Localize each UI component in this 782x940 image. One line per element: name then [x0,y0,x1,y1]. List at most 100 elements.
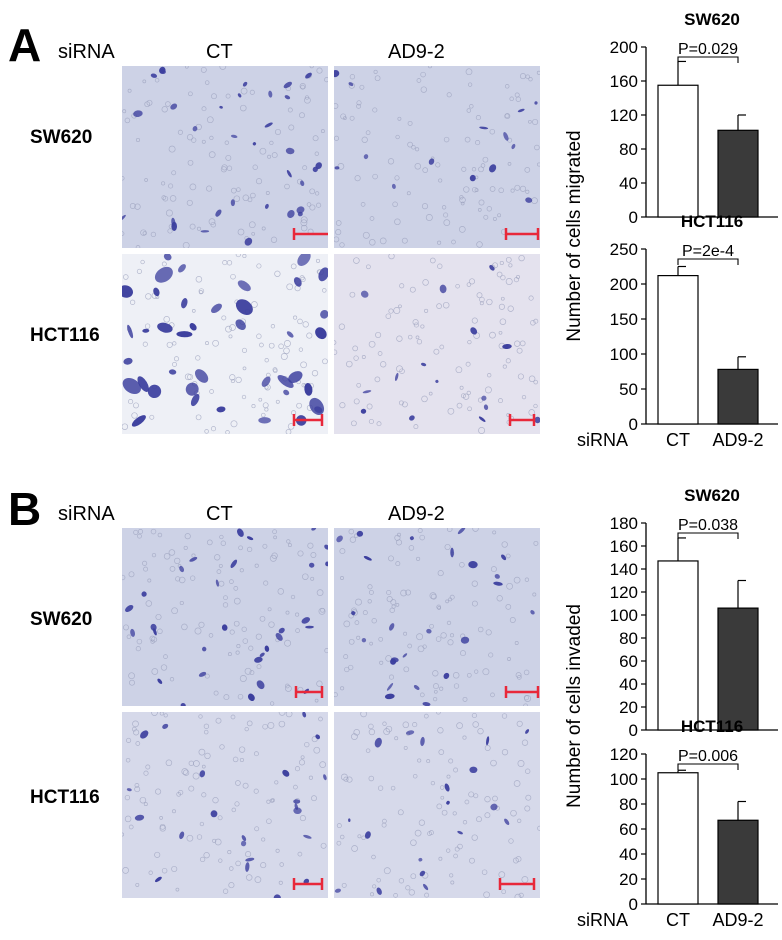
membrane-pore [297,851,303,857]
membrane-pore [427,66,433,69]
bar-ct [657,560,699,731]
membrane-pore [405,885,411,891]
panel-a-row-hct116: HCT116 [30,325,100,346]
stained-cell [470,327,478,335]
stained-cell [402,653,408,658]
stained-cell [180,702,186,706]
membrane-pore [161,195,167,200]
stained-cell [311,528,317,531]
stained-cell [194,369,209,383]
membrane-pore [483,214,489,220]
membrane-pore [304,741,310,748]
membrane-pore [306,332,313,339]
membrane-pore [171,865,178,873]
membrane-pore [199,856,206,863]
membrane-pore [528,119,532,124]
stained-cell [486,736,490,746]
membrane-pore [122,109,127,114]
significance-bracket [677,763,739,770]
membrane-pore [253,751,259,757]
membrane-pore [195,414,202,421]
membrane-pore [432,696,438,702]
stained-cell [189,557,198,562]
membrane-pore [143,566,149,572]
stained-cell [142,328,150,333]
membrane-pore [484,796,491,803]
membrane-pore [183,545,188,550]
membrane-pore [405,589,412,596]
membrane-pore [126,634,132,640]
micrograph-b-hct116-ct [122,712,328,898]
membrane-pore [403,666,410,673]
panel-b-row-hct116: HCT116 [30,787,100,808]
membrane-pore [437,727,444,734]
membrane-pore [355,598,362,606]
membrane-pore [214,838,222,846]
membrane-pore [346,776,353,783]
membrane-pore [198,748,206,756]
membrane-pore [206,116,214,124]
membrane-pore [302,165,308,171]
membrane-pore [316,589,324,596]
membrane-pore [147,578,152,583]
y-tick-label: 40 [619,845,638,864]
membrane-pore [465,68,473,76]
stained-cell [309,562,315,568]
membrane-pore [414,163,422,170]
membrane-pore [479,301,484,306]
membrane-pore [373,69,378,74]
membrane-pore [310,576,315,581]
membrane-pore [505,278,513,285]
membrane-pore [161,106,168,113]
stained-cell [162,723,169,729]
micrograph-background [122,712,328,898]
membrane-pore [354,175,361,182]
membrane-pore [171,170,177,176]
membrane-pore [465,361,471,367]
membrane-pore [452,672,460,679]
membrane-pore [136,268,142,274]
membrane-pore [496,595,503,602]
scale-bar [498,878,536,890]
membrane-pore [521,876,529,884]
membrane-pore [240,104,247,112]
membrane-pore [336,840,342,846]
y-tick-label: 20 [619,870,638,889]
stained-cell [360,408,367,414]
x-tick-label: AD9-2 [712,430,763,450]
membrane-pore [263,580,269,586]
membrane-pore [429,623,434,629]
membrane-pore [415,147,420,152]
membrane-pore [195,355,201,361]
membrane-pore [133,729,140,736]
membrane-pore [477,626,484,633]
membrane-pore [216,569,222,574]
membrane-pore [196,834,203,840]
membrane-pore [251,231,256,236]
membrane-pore [353,355,359,361]
stained-cell [237,280,251,292]
membrane-pore [285,685,292,692]
stained-cell [254,656,263,663]
membrane-pore [340,576,344,580]
membrane-pore [299,275,305,281]
stained-cell [246,536,254,541]
membrane-pore [293,784,298,790]
membrane-pore [453,853,458,859]
membrane-pore [274,780,279,785]
membrane-pore [309,188,316,195]
membrane-pore [165,209,173,217]
membrane-pore [439,785,445,790]
membrane-pore [471,834,478,841]
membrane-pore [175,576,181,582]
membrane-pore [274,128,282,136]
membrane-pore [394,218,401,226]
membrane-pore [335,220,342,226]
y-tick-label: 0 [629,895,638,914]
stained-cell [391,183,396,189]
membrane-pore [484,745,491,751]
membrane-pore [512,857,519,864]
membrane-pore [446,528,453,532]
membrane-pore [275,399,280,404]
membrane-pore [313,746,321,754]
